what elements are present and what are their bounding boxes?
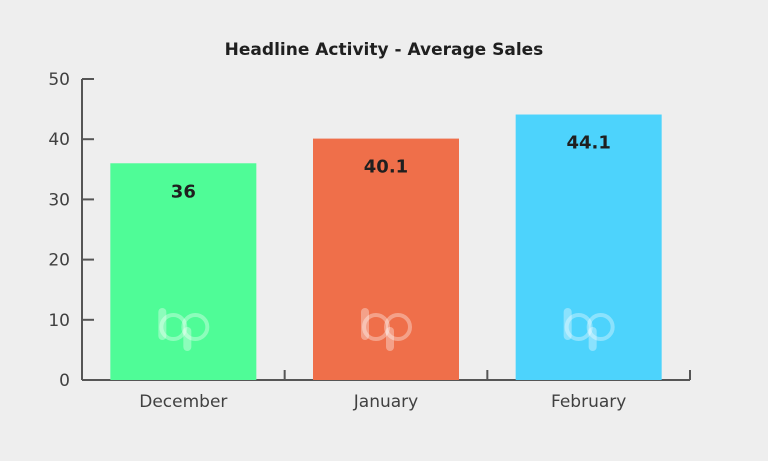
y-tick-label: 20 (48, 251, 70, 271)
y-axis: 0 10 20 30 40 50 (48, 70, 94, 391)
y-tick-label: 50 (48, 70, 70, 90)
x-tick-label: December (139, 392, 227, 412)
watermark-logo-icon (361, 308, 412, 351)
bars (110, 114, 662, 380)
watermark-logo-icon (563, 308, 615, 351)
data-labels: 36 40.1 44.1 (171, 133, 611, 203)
y-tick-label: 40 (48, 130, 70, 150)
bar-january (313, 138, 459, 380)
chart-title: Headline Activity - Average Sales (225, 40, 544, 60)
bar-december (110, 163, 257, 380)
y-tick-label: 10 (48, 311, 70, 331)
bar-february (515, 114, 662, 380)
data-label: 36 (171, 181, 196, 202)
x-tick-label: January (353, 392, 418, 412)
x-tick-label: February (551, 392, 626, 412)
y-tick-label: 30 (48, 190, 70, 210)
data-label: 40.1 (364, 157, 408, 178)
watermark-logo-icon (158, 308, 210, 351)
data-label: 44.1 (566, 133, 610, 154)
y-tick-label: 0 (59, 371, 70, 391)
x-axis: December January February (82, 370, 691, 412)
